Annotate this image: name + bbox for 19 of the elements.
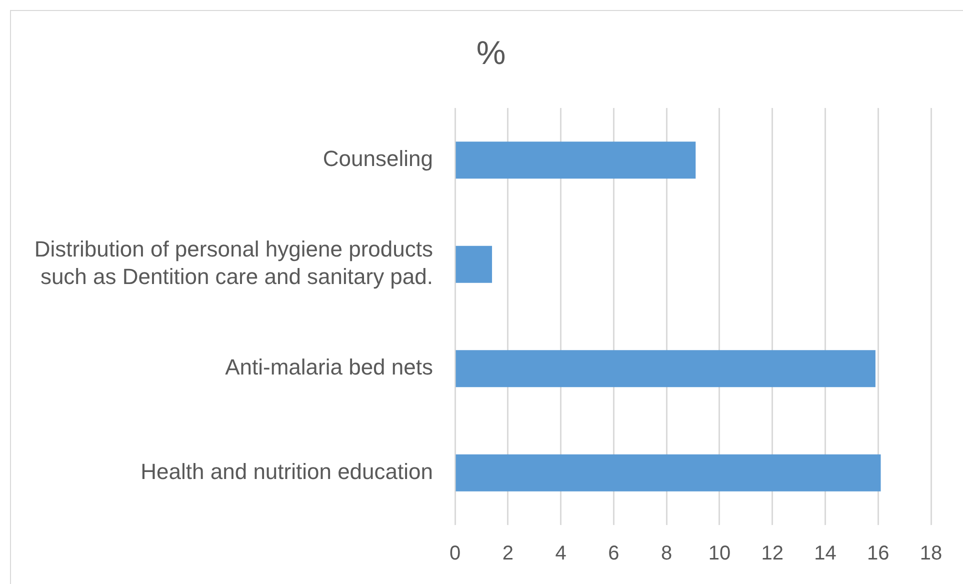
bar: [456, 350, 876, 388]
x-tick-label: 8: [660, 542, 672, 565]
y-tick-label: Health and nutrition education: [140, 458, 433, 484]
y-tick-label: Distribution of personal hygiene products such as Dentition care and sanitary pad.: [34, 236, 433, 290]
x-tick-label: 10: [708, 542, 731, 565]
x-tick-label: 16: [866, 542, 890, 565]
bar: [456, 454, 881, 492]
x-tick-label: 6: [608, 542, 620, 565]
y-tick-label: Counseling: [322, 146, 433, 172]
x-tick-label: 0: [449, 542, 461, 565]
x-tick-label: 14: [814, 542, 836, 565]
x-tick-label: 12: [761, 542, 784, 565]
bar: [456, 246, 492, 283]
y-tick-label: Anti-malaria bed nets: [225, 354, 433, 380]
chart-title: %: [475, 34, 507, 72]
bar: [456, 142, 696, 179]
x-tick-label: 18: [920, 542, 942, 565]
x-tick-label: 4: [555, 542, 566, 565]
x-tick-label: 2: [502, 542, 514, 565]
